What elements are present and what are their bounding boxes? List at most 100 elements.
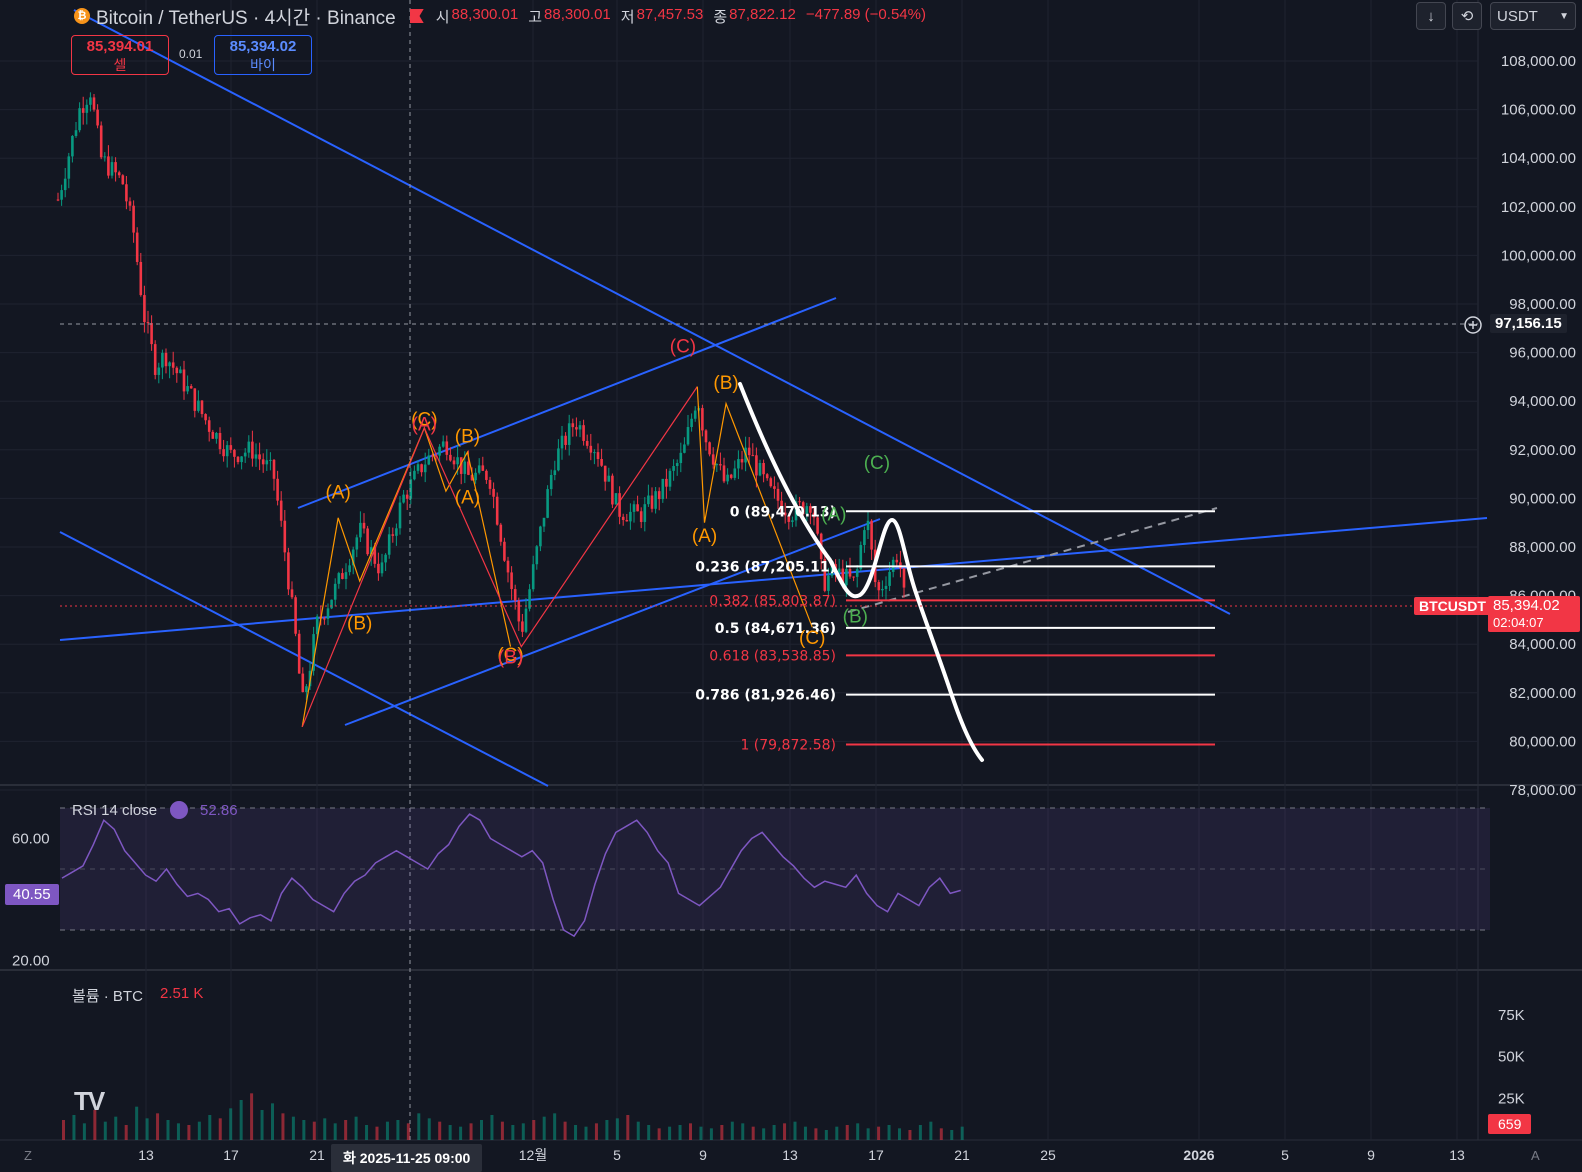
wave-label: (B) xyxy=(455,427,480,448)
candle-body xyxy=(344,572,348,579)
candle-body xyxy=(679,452,683,464)
candle-body xyxy=(755,455,758,476)
candle-body xyxy=(384,554,387,563)
volume-bar xyxy=(605,1120,609,1140)
candle-body xyxy=(870,520,873,550)
volume-bar xyxy=(594,1123,598,1140)
volume-bar xyxy=(939,1128,943,1140)
volume-bar xyxy=(312,1121,316,1140)
candle-body xyxy=(650,495,654,509)
candle-body xyxy=(89,97,92,105)
symbol-title[interactable]: Bitcoin / TetherUS · 4시간 · Binance xyxy=(96,7,396,29)
spread-value: 0.01 xyxy=(179,47,203,61)
candle-body xyxy=(312,634,315,671)
candle-body xyxy=(827,575,830,591)
candle-body xyxy=(881,588,884,591)
candle-body xyxy=(449,454,452,461)
candle-body xyxy=(585,440,589,446)
flag-icon[interactable] xyxy=(409,9,424,23)
volume-bar xyxy=(291,1116,295,1140)
candle-body xyxy=(467,461,470,475)
volume-tick: 25K xyxy=(1498,1090,1525,1107)
candle-body xyxy=(161,352,164,368)
zoom-icon[interactable]: Z xyxy=(24,1148,32,1163)
candle-body xyxy=(146,322,150,324)
volume-bar xyxy=(480,1120,483,1140)
candle-body xyxy=(254,454,258,459)
candle-body xyxy=(294,597,297,634)
candle-body xyxy=(369,547,373,555)
candle-body xyxy=(362,522,366,529)
chevron-down-icon: ▼ xyxy=(1559,10,1569,22)
candle-body xyxy=(783,512,787,516)
candle-body xyxy=(341,573,344,579)
candle-body xyxy=(117,172,121,176)
crosshair-date-tag: 화 2025-11-25 09:00 xyxy=(331,1144,483,1172)
time-tick: 13 xyxy=(138,1147,154,1163)
volume-bar xyxy=(218,1118,222,1140)
candle-body xyxy=(845,568,848,586)
candle-body xyxy=(578,425,582,430)
volume-bar xyxy=(156,1113,160,1140)
candle-body xyxy=(74,130,78,136)
candle-body xyxy=(110,162,114,176)
candle-body xyxy=(420,464,423,473)
rsi-title[interactable]: RSI 14 close xyxy=(72,802,158,819)
candle-body xyxy=(549,475,553,490)
candle-body xyxy=(672,466,675,471)
candle-body xyxy=(481,465,485,471)
candle-body xyxy=(747,447,751,456)
volume-bar xyxy=(427,1118,431,1140)
candle-body xyxy=(726,474,729,482)
auto-scale-button[interactable]: A xyxy=(1531,1148,1540,1163)
candle-body xyxy=(621,516,625,520)
download-button[interactable]: ↓ xyxy=(1416,2,1446,30)
candle-body xyxy=(402,494,405,503)
volume-current-tag: 659 xyxy=(1488,1114,1532,1134)
candle-body xyxy=(380,562,384,574)
candle-body xyxy=(492,488,495,497)
candle-body xyxy=(463,461,467,474)
volume-bar xyxy=(62,1120,65,1140)
candle-body xyxy=(776,488,780,501)
price-tick: 80,000.00 xyxy=(1509,733,1576,750)
candle-body xyxy=(611,475,614,505)
volume-bar xyxy=(574,1125,578,1140)
price-pane[interactable] xyxy=(0,0,1478,782)
candle-body xyxy=(571,423,575,428)
volume-bar xyxy=(793,1121,797,1140)
volume-title[interactable]: 볼륨 · BTC xyxy=(72,988,143,1005)
dashed-projection-line xyxy=(847,507,1218,613)
candle-body xyxy=(643,504,647,522)
candle-body xyxy=(837,568,841,573)
volume-bar xyxy=(103,1121,107,1140)
wave-label: (C) xyxy=(864,453,890,474)
candle-body xyxy=(596,452,600,460)
candle-body xyxy=(485,470,488,480)
volume-bar xyxy=(950,1130,954,1140)
candle-body xyxy=(92,97,96,110)
candle-body xyxy=(168,362,171,367)
currency-select[interactable]: USDT ▼ xyxy=(1490,2,1576,30)
buy-button[interactable]: 85,394.02 바이 xyxy=(214,35,312,75)
volume-bar xyxy=(82,1123,86,1140)
replay-button[interactable]: ⟲ xyxy=(1452,2,1482,30)
price-tick: 108,000.00 xyxy=(1501,53,1576,70)
candle-body xyxy=(431,455,434,457)
candle-body xyxy=(902,568,906,588)
candle-body xyxy=(204,414,207,421)
candle-body xyxy=(114,162,117,173)
candle-body xyxy=(629,511,632,522)
volume-bar xyxy=(124,1125,128,1140)
candle-body xyxy=(233,449,236,457)
time-tick: 5 xyxy=(613,1147,621,1163)
volume-bar xyxy=(636,1121,640,1140)
sell-button[interactable]: 85,394.01 셀 xyxy=(71,35,169,75)
add-alert-icon[interactable] xyxy=(1464,316,1482,334)
wave-label: (A) xyxy=(325,482,350,503)
candle-body xyxy=(175,367,179,374)
candle-body xyxy=(301,673,305,693)
refresh-icon[interactable] xyxy=(170,801,188,819)
time-tick: 12월 xyxy=(519,1147,547,1163)
